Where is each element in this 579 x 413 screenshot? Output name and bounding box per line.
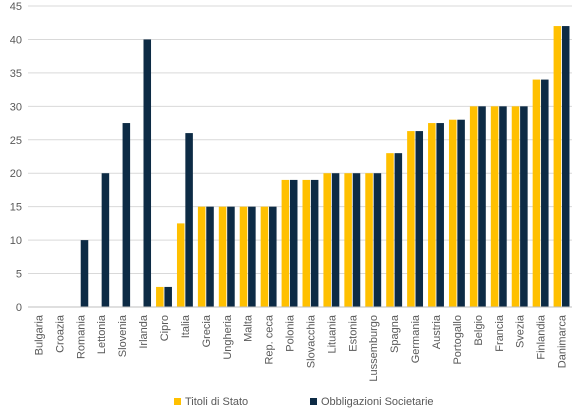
bar-obbligazioni-societarie (373, 173, 382, 307)
legend-item-titoli-di-stato: Titoli di Stato (174, 396, 248, 408)
y-tick-label: 10 (10, 235, 22, 247)
bar-obbligazioni-societarie (248, 206, 256, 307)
bar-titoli-di-stato (239, 206, 248, 307)
bar-titoli-di-stato (428, 123, 436, 307)
gridlines (28, 5, 572, 308)
bar-titoli-di-stato (302, 179, 311, 307)
x-tick-label: Spagna (389, 314, 401, 353)
bar-titoli-di-stato (469, 106, 478, 307)
axes: 0 5 10 15 20 25 30 35 40 45 Bulgaria Croazia Romania… (10, 1, 572, 382)
legend-swatch (174, 398, 181, 405)
legend: Titoli di Stato Obbligazioni Societarie (174, 396, 434, 408)
bar-obbligazioni-societarie (143, 39, 152, 307)
bar-obbligazioni-societarie (122, 123, 131, 307)
legend-swatch (310, 398, 317, 405)
bar-obbligazioni-societarie (561, 26, 570, 308)
bar-obbligazioni-societarie (394, 153, 403, 307)
x-tick-label: Portogallo (452, 315, 464, 365)
x-tick-label: Finlandia (536, 314, 548, 360)
bar-obbligazioni-societarie (520, 106, 528, 307)
bar-obbligazioni-societarie (164, 286, 172, 307)
bar-obbligazioni-societarie (289, 179, 298, 307)
y-tick-label: 20 (10, 168, 22, 180)
bar-titoli-di-stato (218, 206, 227, 307)
x-tick-label: Danimarca (557, 314, 569, 368)
x-tick-label: Romania (75, 314, 87, 359)
x-tick-label: Irlanda (138, 314, 150, 349)
x-tick-label: Svezia (515, 314, 527, 348)
bar-obbligazioni-societarie (80, 240, 89, 307)
bar-obbligazioni-societarie (101, 173, 110, 307)
legend-label: Obbligazioni Societarie (321, 396, 434, 408)
bar-titoli-di-stato (490, 106, 499, 307)
x-tick-label: Austria (431, 314, 443, 349)
bar-titoli-di-stato (532, 79, 541, 307)
bar-obbligazioni-societarie (541, 79, 549, 307)
y-tick-label: 0 (16, 302, 22, 314)
y-tick-label: 35 (10, 68, 22, 80)
bar-obbligazioni-societarie (227, 206, 235, 307)
x-tick-label: Lussemburgo (368, 315, 380, 382)
bar-titoli-di-stato (176, 223, 185, 307)
bar-titoli-di-stato (281, 179, 290, 307)
x-tick-label: Germania (410, 314, 422, 363)
bar-titoli-di-stato (260, 206, 269, 307)
x-tick-label: Lituania (326, 314, 338, 353)
x-tick-label: Malta (243, 314, 255, 342)
bar-obbligazioni-societarie (310, 179, 319, 307)
x-tick-label: Bulgaria (33, 314, 45, 355)
bar-titoli-di-stato (344, 173, 352, 307)
bar-titoli-di-stato (386, 153, 394, 307)
y-tick-label: 15 (10, 202, 22, 214)
x-tick-label: Rep. ceca (264, 314, 276, 364)
bar-obbligazioni-societarie (478, 106, 486, 307)
bar-titoli-di-stato (407, 131, 415, 307)
x-tick-label: Cipro (159, 315, 171, 341)
bar-obbligazioni-societarie (331, 173, 340, 307)
y-tick-label: 25 (10, 135, 22, 147)
x-tick-label: Polonia (285, 314, 297, 352)
bar-titoli-di-stato (156, 286, 164, 307)
bar-obbligazioni-societarie (206, 206, 214, 307)
bar-titoli-di-stato (448, 119, 457, 307)
bar-titoli-di-stato (553, 26, 562, 308)
x-tick-label: Slovenia (117, 314, 129, 357)
bar-titoli-di-stato (323, 173, 331, 307)
bar-obbligazioni-societarie (499, 106, 507, 307)
x-tick-label: Slovacchia (305, 314, 317, 368)
x-tick-label: Croazia (54, 314, 66, 353)
x-tick-label: Grecia (201, 314, 213, 347)
y-tick-label: 40 (10, 34, 22, 46)
legend-item-obbligazioni-societarie: Obbligazioni Societarie (310, 396, 434, 408)
x-tick-label: Francia (494, 314, 506, 352)
y-tick-label: 45 (10, 1, 22, 13)
bar-obbligazioni-societarie (436, 123, 444, 307)
x-tick-label: Lettonia (96, 314, 108, 354)
legend-label: Titoli di Stato (185, 396, 248, 408)
x-tick-label: Belgio (473, 315, 485, 346)
bar-titoli-di-stato (511, 106, 520, 307)
bar-obbligazioni-societarie (185, 133, 193, 307)
y-tick-label: 30 (10, 101, 22, 113)
bar-titoli-di-stato (197, 206, 206, 307)
x-tick-label: Italia (180, 314, 192, 338)
bar-titoli-di-stato (365, 173, 373, 307)
bar-obbligazioni-societarie (415, 131, 424, 307)
bar-obbligazioni-societarie (457, 119, 465, 307)
bars (80, 26, 570, 308)
y-tick-label: 5 (16, 269, 22, 281)
bar-obbligazioni-societarie (269, 206, 277, 307)
bar-obbligazioni-societarie (352, 173, 361, 307)
x-tick-label: Ungheria (222, 314, 234, 360)
x-tick-label: Estonia (347, 314, 359, 352)
